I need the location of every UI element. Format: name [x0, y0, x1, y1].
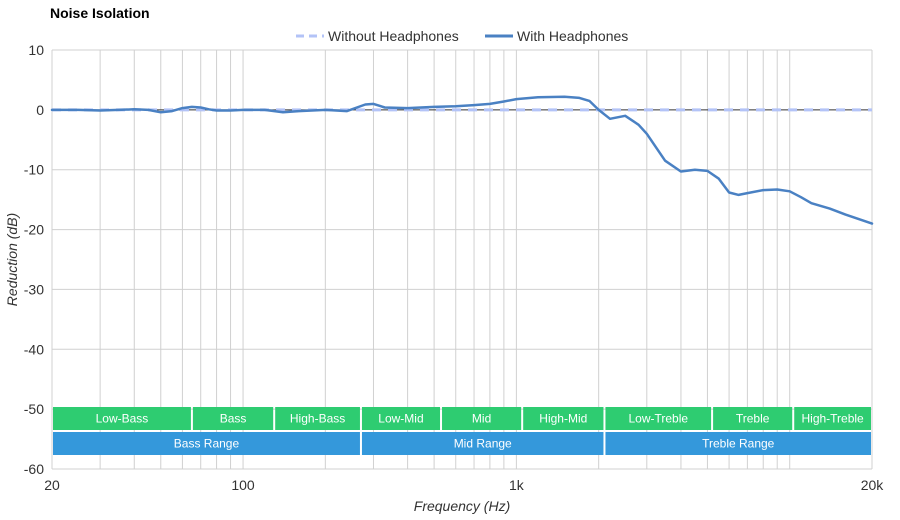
band-label: High-Mid	[539, 412, 587, 426]
narrow-band-high-mid: High-Mid	[523, 407, 604, 430]
y-tick-label: 10	[28, 42, 44, 58]
band-rect	[192, 407, 274, 430]
band-rect	[275, 407, 360, 430]
grid	[51, 49, 873, 470]
legend-label: Without Headphones	[328, 28, 459, 44]
narrow-band-low-bass: Low-Bass	[53, 407, 191, 430]
narrow-band-high-bass: High-Bass	[275, 407, 360, 430]
band-label: Low-Treble	[628, 412, 688, 426]
x-tick-label: 20	[44, 477, 60, 493]
band-rect	[53, 407, 191, 430]
band-label: High-Bass	[290, 412, 345, 426]
narrow-band-low-mid: Low-Mid	[361, 407, 441, 430]
band-label: High-Treble	[801, 412, 864, 426]
wide-band-treble-range: Treble Range	[605, 432, 871, 455]
band-rect	[713, 407, 793, 430]
narrow-band-high-treble: High-Treble	[794, 407, 871, 430]
y-tick-label: -30	[24, 281, 44, 297]
y-axis-label: Reduction (dB)	[4, 213, 20, 306]
band-rect	[794, 407, 871, 430]
x-tick-label: 20k	[861, 477, 885, 493]
y-tick-label: -60	[24, 461, 44, 477]
legend-item-without-headphones: Without Headphones	[296, 28, 459, 44]
band-label: Low-Bass	[96, 412, 149, 426]
band-rect	[361, 432, 604, 455]
band-rect	[442, 407, 522, 430]
x-axis-label: Frequency (Hz)	[414, 498, 510, 514]
series-line-with-headphones	[50, 95, 874, 225]
legend-label: With Headphones	[517, 28, 628, 44]
narrow-band-treble: Treble	[713, 407, 793, 430]
band-label: Low-Mid	[378, 412, 423, 426]
range-bands: Low-Bass Bass High-Bass Low-Mid Mid High-Mid L…	[53, 407, 871, 455]
band-label: Treble	[736, 412, 770, 426]
legend: Without Headphones With Headphones	[296, 28, 628, 44]
band-rect	[605, 432, 871, 455]
x-tick-label: 1k	[509, 477, 525, 493]
legend-item-with-headphones: With Headphones	[485, 28, 628, 44]
band-label: Mid	[472, 412, 491, 426]
y-tick-label: -40	[24, 341, 44, 357]
y-tick-label: -50	[24, 401, 44, 417]
band-rect	[523, 407, 604, 430]
y-tick-label: -20	[24, 222, 44, 238]
y-tick-label: 0	[36, 102, 44, 118]
series	[50, 95, 874, 225]
band-label: Mid Range	[454, 437, 512, 451]
y-tick-label: -10	[24, 162, 44, 178]
band-label: Bass Range	[174, 437, 240, 451]
band-label: Bass	[220, 412, 247, 426]
narrow-band-bass: Bass	[192, 407, 274, 430]
narrow-band-low-treble: Low-Treble	[605, 407, 712, 430]
wide-band-bass-range: Bass Range	[53, 432, 360, 455]
narrow-band-mid: Mid	[442, 407, 522, 430]
band-rect	[605, 407, 712, 430]
band-label: Treble Range	[702, 437, 775, 451]
wide-band-mid-range: Mid Range	[361, 432, 604, 455]
x-tick-label: 100	[231, 477, 255, 493]
band-rect	[361, 407, 441, 430]
chart-title: Noise Isolation	[50, 5, 150, 21]
band-rect	[53, 432, 360, 455]
